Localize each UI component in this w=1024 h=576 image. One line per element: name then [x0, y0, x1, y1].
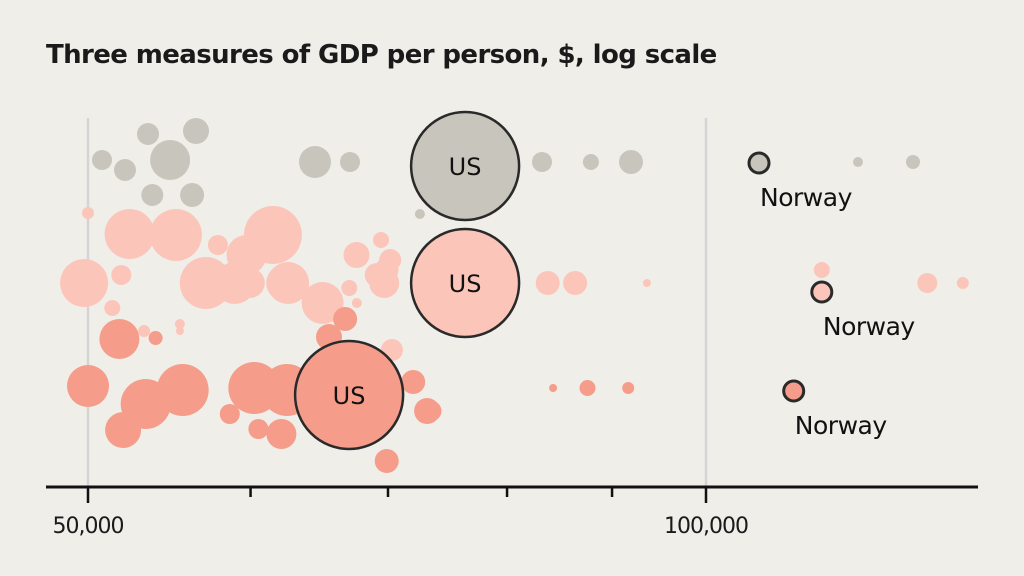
highlights-measure_1: US Norway	[409, 110, 853, 222]
bubble-measure_1-10	[532, 152, 552, 172]
bubble-measure_3-9	[266, 419, 297, 449]
label-norway-measure_2: Norway	[823, 312, 916, 341]
bubble-measure_2-33	[138, 325, 151, 337]
bubble-measure_2-27	[563, 271, 588, 295]
bubble-measure_3-0	[99, 319, 140, 359]
highlights-measure_3: US Norway	[293, 339, 888, 451]
bubble-measure_2-3	[174, 222, 195, 242]
series-measure_1	[92, 118, 920, 219]
bubble-measure_1-2	[92, 150, 112, 170]
label-us-measure_1: US	[449, 153, 482, 181]
bubble-measure_3-17	[421, 401, 442, 421]
bubble-measure_1-14	[906, 155, 920, 169]
bubble-measure_3-4	[105, 412, 142, 448]
label-norway-measure_1: Norway	[760, 183, 853, 212]
chart-title: Three measures of GDP per person, $, log…	[46, 40, 717, 70]
bubble-measure_1-13	[853, 157, 863, 167]
bubble-measure_2-25	[341, 280, 358, 296]
x-axis: 50,000 100,000	[46, 485, 978, 539]
bubble-measure_1-12	[619, 150, 643, 174]
bubble-measure_2-20	[175, 327, 184, 335]
bubble-measure_2-6	[243, 206, 302, 264]
bubble-norway-measure_2	[810, 280, 834, 304]
bubble-measure_2-23	[295, 277, 306, 287]
bubble-measure_3-15	[401, 370, 426, 394]
bubble-measure_2-26	[535, 271, 560, 295]
bubble-measure_1-3	[114, 159, 136, 181]
bubble-measure_3-12	[374, 449, 399, 473]
bubble-measure_1-0	[137, 123, 159, 145]
bubble-measure_2-14	[111, 265, 132, 285]
bubble-measure_2-24	[364, 263, 389, 287]
bubble-measure_1-4	[150, 140, 191, 180]
bubble-measure_1-1	[183, 118, 209, 144]
x-tick-label-100000: 100,000	[664, 514, 748, 539]
bubble-us-measure_2	[409, 227, 521, 339]
bubble-us-measure_3	[293, 339, 405, 451]
bubble-measure_1-9	[414, 209, 425, 219]
bubble-measure_1-6	[180, 183, 205, 207]
bubble-measure_1-7	[299, 146, 331, 178]
bubble-measure_2-19	[351, 298, 362, 308]
bubble-measure_1-5	[141, 184, 164, 206]
bubble-measure_3-20	[622, 382, 635, 394]
bubble-us-measure_1	[409, 110, 521, 222]
bubbles: US Norway US Norway US Norway	[60, 110, 969, 473]
x-tick-label-50000: 50,000	[53, 514, 124, 539]
bubble-measure_2-22	[234, 268, 265, 298]
bubble-norway-measure_3	[782, 379, 806, 403]
bubble-measure_2-13	[60, 259, 109, 307]
bubble-measure_3-8	[248, 419, 269, 439]
bubble-measure_2-12	[379, 249, 402, 271]
label-us-measure_2: US	[449, 270, 482, 298]
bubble-measure_2-32	[104, 300, 121, 316]
bubble-measure_3-19	[579, 380, 596, 396]
label-norway-measure_3: Norway	[795, 411, 888, 440]
bubble-measure_3-5	[148, 331, 163, 345]
bubble-measure_2-1	[104, 209, 155, 259]
bubble-measure_2-4	[207, 235, 228, 255]
label-us-measure_3: US	[333, 382, 366, 410]
bubble-measure_2-0	[82, 207, 94, 219]
bubble-measure_2-18	[301, 282, 344, 324]
series-measure_2	[60, 206, 969, 361]
bubble-measure_3-11	[333, 307, 358, 331]
bubble-measure_3-18	[549, 384, 558, 392]
bubble-norway-measure_1	[747, 151, 771, 175]
bubble-measure_1-11	[582, 154, 599, 170]
bubble-measure_1-8	[340, 152, 360, 172]
bubble-measure_3-2	[67, 365, 109, 407]
bubble-measure_2-9	[373, 232, 389, 248]
bubble-measure_2-29	[813, 262, 830, 278]
bubble-measure_2-31	[956, 277, 969, 289]
bubble-measure_2-8	[343, 242, 370, 268]
bubble-measure_3-7	[219, 404, 240, 424]
bubble-measure_2-21	[174, 319, 185, 329]
bubble-measure_2-30	[917, 273, 938, 293]
bubble-measure_2-28	[642, 279, 651, 287]
highlights-measure_2: US Norway	[409, 227, 916, 341]
bubble-measure_2-17	[266, 265, 303, 301]
